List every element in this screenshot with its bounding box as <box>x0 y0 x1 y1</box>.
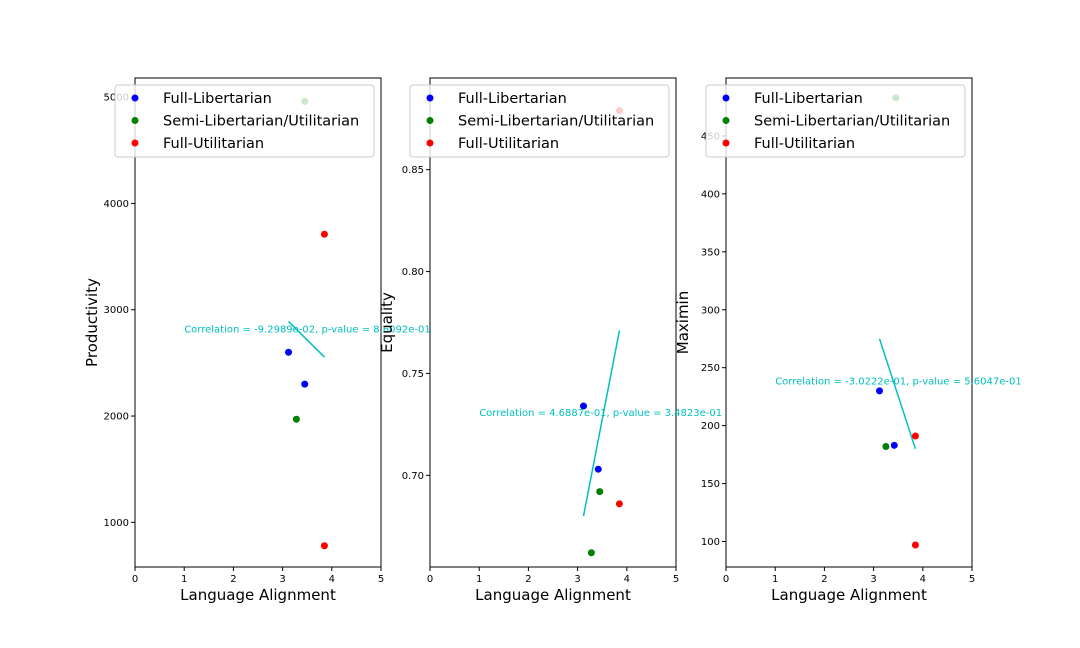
y-tick-label: 200 <box>701 421 720 432</box>
x-tick-label: 5 <box>378 574 384 585</box>
y-axis-label: Maximin <box>674 291 692 354</box>
correlation-annotation: Correlation = -3.0222e-01, p-value = 5.6… <box>775 376 1022 387</box>
data-point <box>580 402 588 410</box>
data-point <box>320 542 328 550</box>
x-tick-label: 3 <box>279 574 285 585</box>
legend-label: Full-Utilitarian <box>163 136 264 152</box>
x-tick-label: 4 <box>624 574 630 585</box>
legend-label: Semi-Libertarian/Utilitarian <box>458 114 654 130</box>
legend-marker <box>131 94 139 102</box>
y-axis-label: Equality <box>378 292 396 353</box>
legend-label: Full-Utilitarian <box>754 136 855 152</box>
regression-line <box>582 330 621 517</box>
x-axis-label: Language Alignment <box>180 586 336 604</box>
x-tick-label: 2 <box>821 574 827 585</box>
subplot-1: 01234510002000300040005000Language Align… <box>83 77 431 604</box>
legend-box <box>705 84 966 158</box>
y-tick-label: 2000 <box>104 412 129 423</box>
regression-line <box>287 320 325 358</box>
legend-box <box>409 84 670 158</box>
correlation-annotation: Correlation = 4.6887e-01, p-value = 3.48… <box>479 408 722 419</box>
legend: Full-Libertarian Semi-Libertarian/Utilita… <box>705 84 966 158</box>
regression-line <box>878 338 917 450</box>
data-point <box>301 380 309 388</box>
x-tick-label: 1 <box>772 574 778 585</box>
y-tick-label: 1000 <box>104 518 129 529</box>
y-tick-label: 300 <box>701 305 720 316</box>
data-point <box>320 230 328 238</box>
y-tick-label: 0.80 <box>402 267 424 278</box>
axes-frame <box>134 77 382 568</box>
legend-label: Full-Utilitarian <box>458 136 559 152</box>
data-point <box>594 465 602 473</box>
data-point <box>596 488 604 496</box>
legend-marker <box>426 94 434 102</box>
legend-marker <box>722 139 730 147</box>
legend-label: Full-Libertarian <box>458 91 567 107</box>
y-tick-label: 0.70 <box>402 471 424 482</box>
x-tick-label: 3 <box>574 574 580 585</box>
y-tick-label: 150 <box>701 479 720 490</box>
legend-box <box>114 84 375 158</box>
legend: Full-Libertarian Semi-Libertarian/Utilita… <box>114 84 375 158</box>
y-tick-label: 4000 <box>104 199 129 210</box>
x-tick-label: 2 <box>525 574 531 585</box>
legend-marker <box>131 139 139 147</box>
x-tick-label: 3 <box>870 574 876 585</box>
y-tick-label: 0.75 <box>402 369 424 380</box>
data-point <box>911 432 919 440</box>
data-point <box>587 549 595 557</box>
data-point <box>876 387 884 395</box>
x-tick-label: 0 <box>723 574 729 585</box>
legend-label: Semi-Libertarian/Utilitarian <box>754 114 950 130</box>
y-tick-label: 400 <box>701 189 720 200</box>
data-point <box>292 415 300 423</box>
legend-marker <box>722 94 730 102</box>
correlation-annotation: Correlation = -9.2989e-02, p-value = 8.6… <box>184 324 431 335</box>
legend-label: Full-Libertarian <box>163 91 272 107</box>
data-point <box>615 500 623 508</box>
x-axis-label: Language Alignment <box>475 586 631 604</box>
axes-frame <box>429 77 677 568</box>
x-tick-label: 2 <box>230 574 236 585</box>
x-axis-label: Language Alignment <box>771 586 927 604</box>
subplot-3: 012345100150200250300350400450Language A… <box>674 77 1022 604</box>
legend-label: Full-Libertarian <box>754 91 863 107</box>
y-tick-label: 350 <box>701 247 720 258</box>
x-tick-label: 0 <box>427 574 433 585</box>
y-tick-label: 250 <box>701 363 720 374</box>
x-tick-label: 5 <box>673 574 679 585</box>
x-tick-label: 5 <box>969 574 975 585</box>
y-axis-label: Productivity <box>83 278 101 367</box>
data-point <box>911 541 919 549</box>
y-tick-label: 100 <box>701 537 720 548</box>
legend-marker <box>131 117 139 124</box>
legend-marker <box>426 117 434 124</box>
x-tick-label: 4 <box>920 574 926 585</box>
data-point <box>882 442 890 450</box>
y-tick-label: 0.85 <box>402 165 424 176</box>
y-tick-label: 3000 <box>104 305 129 316</box>
legend-label: Semi-Libertarian/Utilitarian <box>163 114 359 130</box>
x-tick-label: 4 <box>329 574 335 585</box>
legend-marker <box>722 117 730 124</box>
data-point <box>285 348 293 356</box>
data-point <box>890 441 898 449</box>
axes-frame <box>725 77 973 568</box>
subplot-2: 0 1 2 3 4 5 0.70 0.75 0.80 0.85 Language Alignment… <box>378 77 722 604</box>
x-tick-label: 1 <box>181 574 187 585</box>
legend: Full-Libertarian Semi-Libertarian/Utilita… <box>409 84 670 158</box>
x-tick-label: 1 <box>476 574 482 585</box>
x-tick-label: 0 <box>132 574 138 585</box>
legend-marker <box>426 139 434 147</box>
